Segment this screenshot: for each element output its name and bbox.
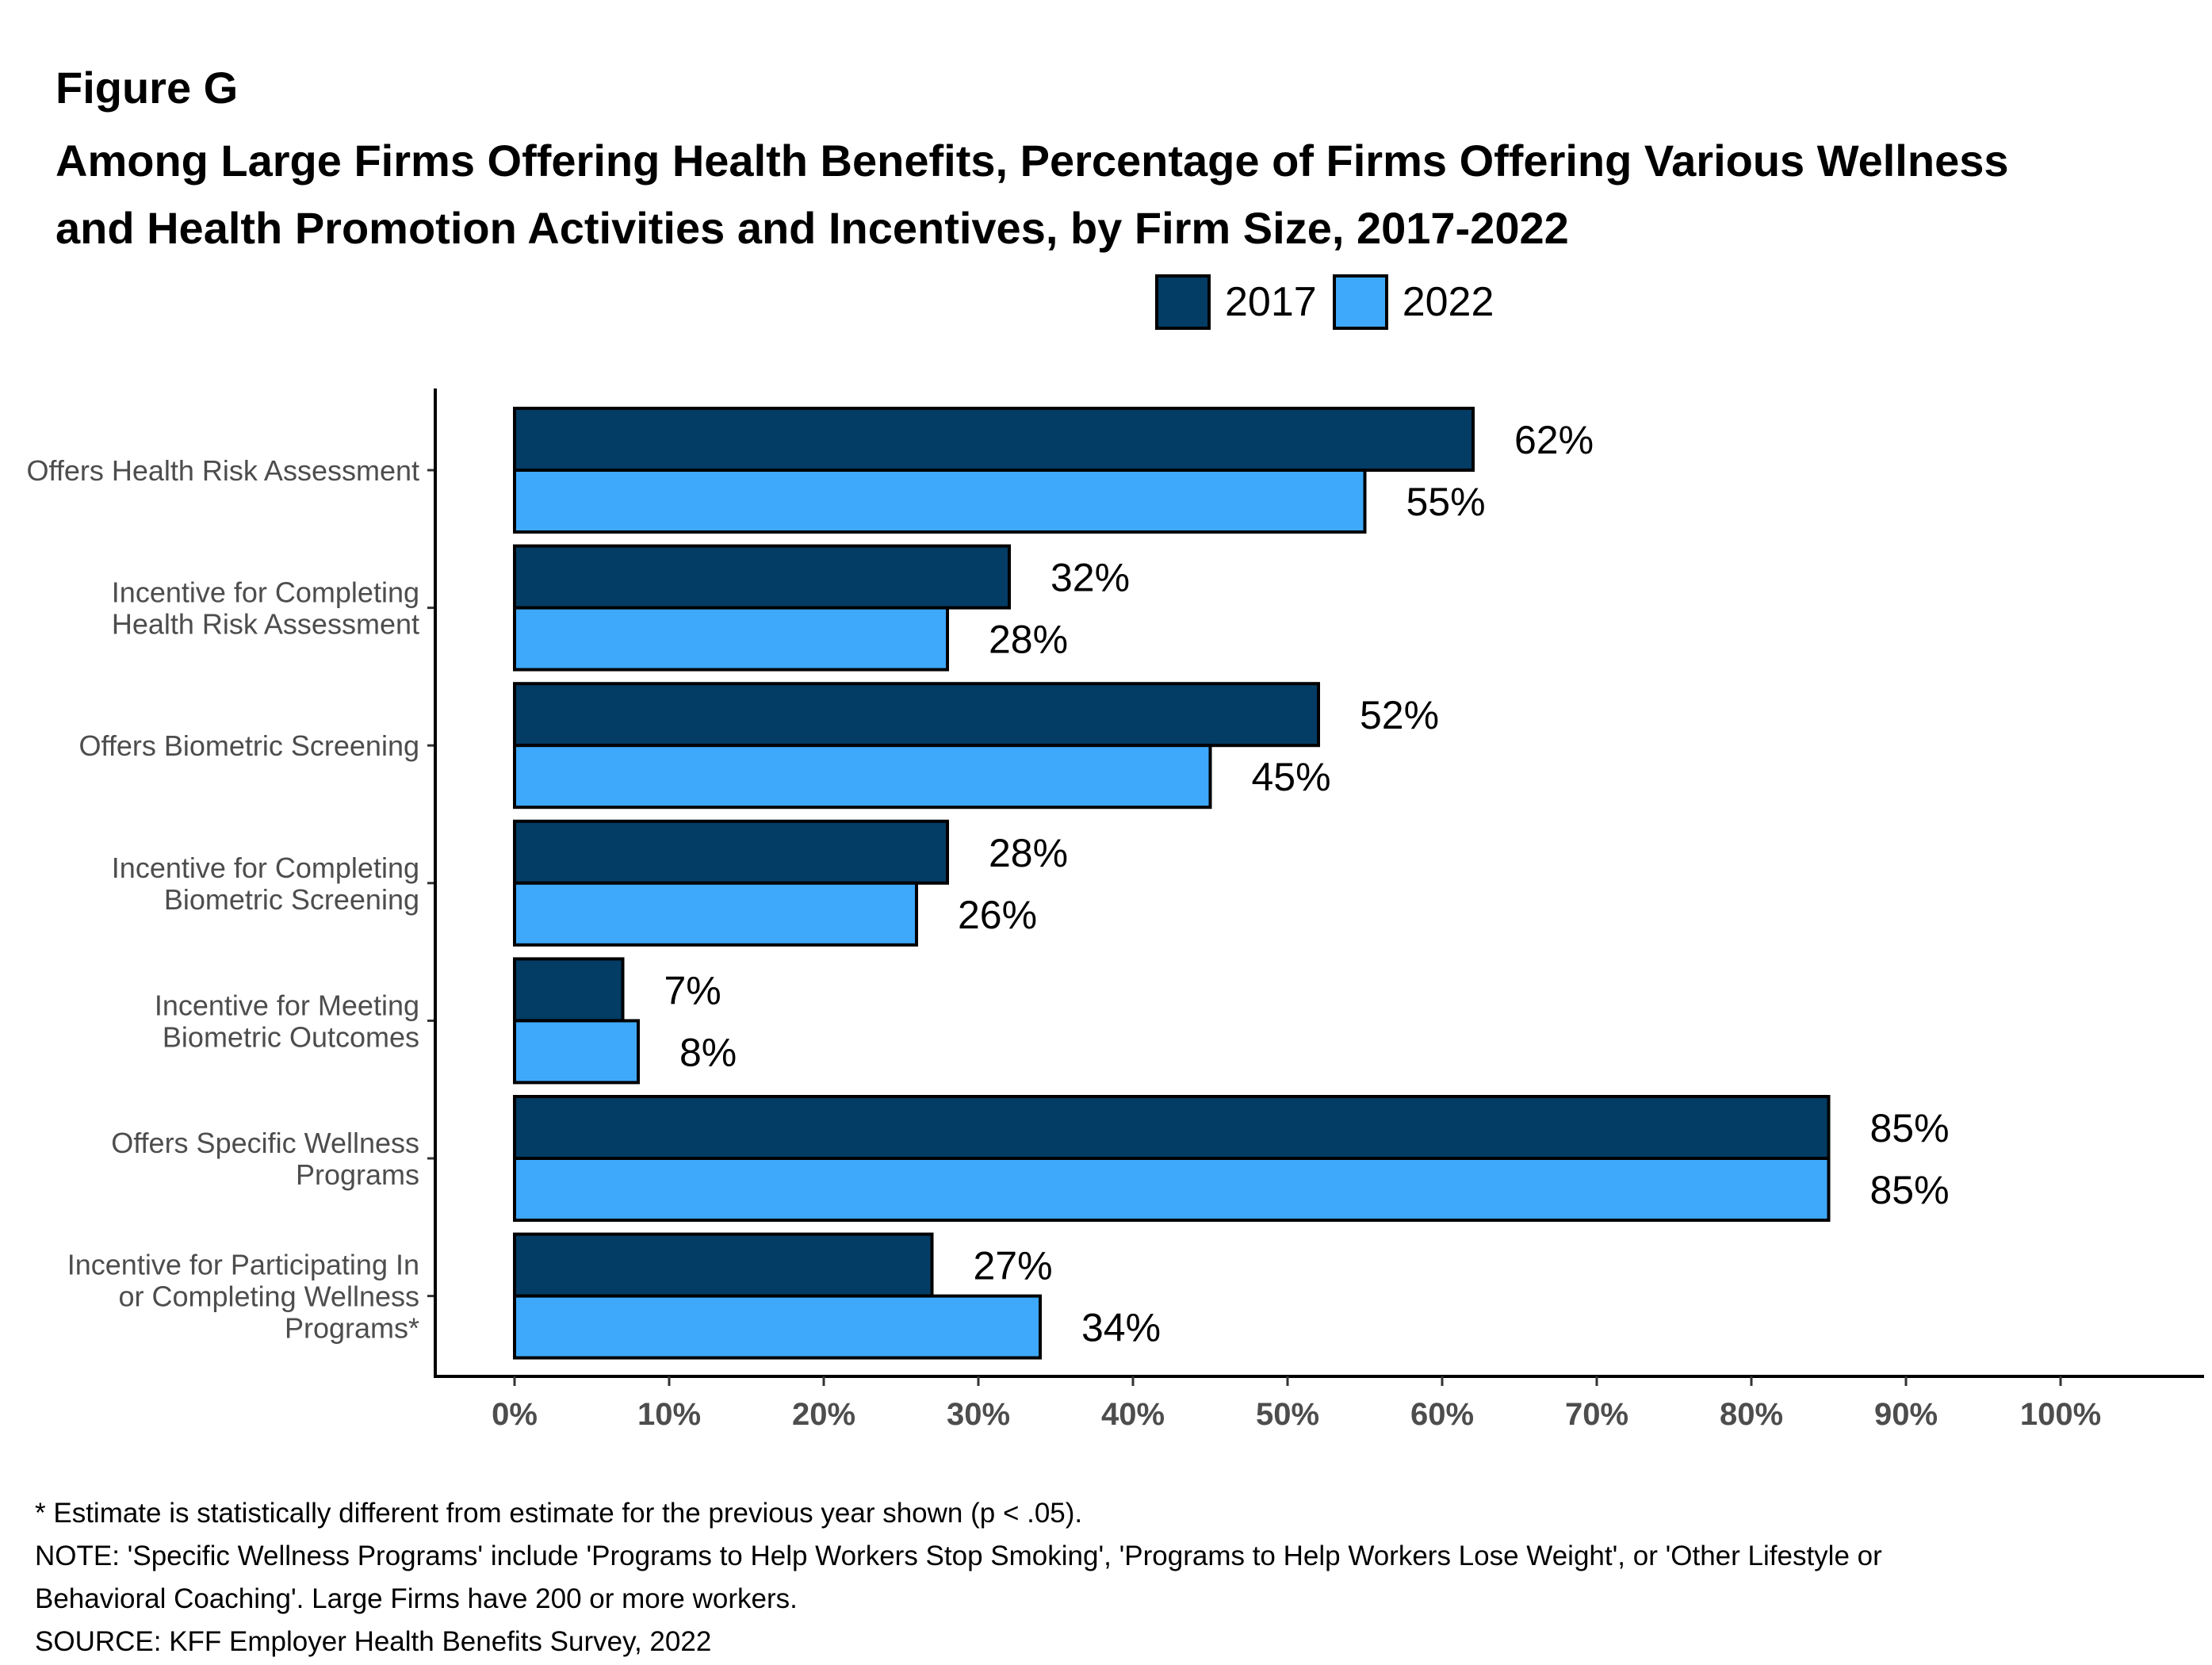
bar-2017-5 [513,1095,1831,1160]
x-tick-label: 70% [1565,1397,1628,1432]
bar-2022-0 [513,469,1367,534]
bar-2022-4 [513,1019,640,1085]
bar-2022-1 [513,606,949,672]
category-label: Incentive for Participating In [67,1249,419,1281]
legend-item-2017: 2017 [1155,274,1317,330]
bar-2017-0 [513,407,1475,472]
x-tick-label: 90% [1874,1397,1938,1432]
data-label-2017-3: 28% [989,831,1068,875]
legend-item-2022: 2022 [1332,274,1494,330]
category-label: Programs [296,1158,419,1191]
legend-swatch-2017 [1155,274,1211,330]
data-label-2017-5: 85% [1870,1106,1950,1150]
category-label: Biometric Screening [164,883,419,916]
legend-label-2022: 2022 [1402,279,1494,325]
footnote-significance: * Estimate is statistically different fr… [35,1498,1083,1529]
category-label: Incentive for Meeting [155,989,419,1021]
data-label-2022-2: 45% [1252,755,1331,799]
footnote-note-line-1: NOTE: 'Specific Wellness Programs' inclu… [35,1541,1882,1571]
x-tick-label: 60% [1410,1397,1474,1432]
data-label-2022-4: 8% [679,1030,737,1074]
legend: 2017 2022 [1155,274,1510,330]
chart-title-line-2: and Health Promotion Activities and Ince… [55,203,1569,253]
category-label: Biometric Outcomes [163,1020,419,1053]
data-label-2017-6: 27% [974,1244,1053,1288]
data-label-2022-0: 55% [1406,480,1486,524]
category-label: Offers Specific Wellness [111,1127,419,1159]
category-label: or Completing Wellness [119,1280,420,1313]
data-label-2022-1: 28% [989,618,1068,662]
bar-2022-2 [513,744,1212,810]
bar-2022-3 [513,881,918,947]
bar-2017-4 [513,957,625,1023]
bar-2017-6 [513,1232,934,1298]
legend-label-2017: 2017 [1225,279,1317,325]
category-label: Offers Biometric Screening [78,729,419,762]
data-label-2022-5: 85% [1870,1168,1950,1212]
category-label: Programs* [285,1312,419,1345]
data-label-2022-3: 26% [958,893,1037,937]
chart-title: Among Large Firms Offering Health Benefi… [55,127,2180,262]
data-label-2017-2: 52% [1360,693,1439,737]
bar-2022-5 [513,1157,1831,1222]
footer-notes: * Estimate is statistically different fr… [35,1492,1882,1663]
data-label-2017-4: 7% [664,968,721,1012]
bar-2022-6 [513,1294,1042,1360]
x-tick-label: 100% [2020,1397,2101,1432]
bar-2017-2 [513,682,1320,748]
x-tick-label: 30% [947,1397,1010,1432]
x-tick-label: 50% [1256,1397,1319,1432]
category-label: Incentive for Completing [112,576,419,609]
category-label: Offers Health Risk Assessment [26,454,419,487]
bar-2017-1 [513,544,1011,610]
category-label: Health Risk Assessment [112,608,419,641]
figure-label: Figure G [55,63,239,113]
category-label: Incentive for Completing [112,852,419,884]
footnote-source: SOURCE: KFF Employer Health Benefits Sur… [35,1626,712,1657]
bar-2017-3 [513,819,949,885]
footnote-note-line-2: Behavioral Coaching'. Large Firms have 2… [35,1583,798,1614]
legend-swatch-2022 [1332,274,1388,330]
x-tick-label: 80% [1720,1397,1783,1432]
chart-title-line-1: Among Large Firms Offering Health Benefi… [55,136,2009,186]
data-label-2017-0: 62% [1514,418,1594,462]
x-tick-label: 20% [792,1397,855,1432]
x-tick-label: 0% [492,1397,538,1432]
x-tick-label: 40% [1101,1397,1165,1432]
data-label-2017-1: 32% [1051,556,1130,600]
x-tick-label: 10% [637,1397,701,1432]
data-label-2022-6: 34% [1081,1306,1161,1350]
